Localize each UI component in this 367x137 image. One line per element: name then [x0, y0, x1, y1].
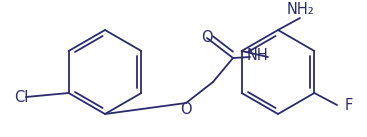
Text: O: O: [201, 31, 213, 45]
Text: O: O: [180, 102, 192, 116]
Text: F: F: [345, 98, 353, 112]
Text: NH₂: NH₂: [286, 2, 314, 18]
Text: NH: NH: [247, 48, 269, 62]
Text: Cl: Cl: [14, 89, 28, 105]
